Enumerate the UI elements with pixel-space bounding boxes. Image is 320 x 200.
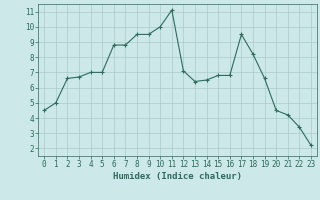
X-axis label: Humidex (Indice chaleur): Humidex (Indice chaleur) xyxy=(113,172,242,181)
